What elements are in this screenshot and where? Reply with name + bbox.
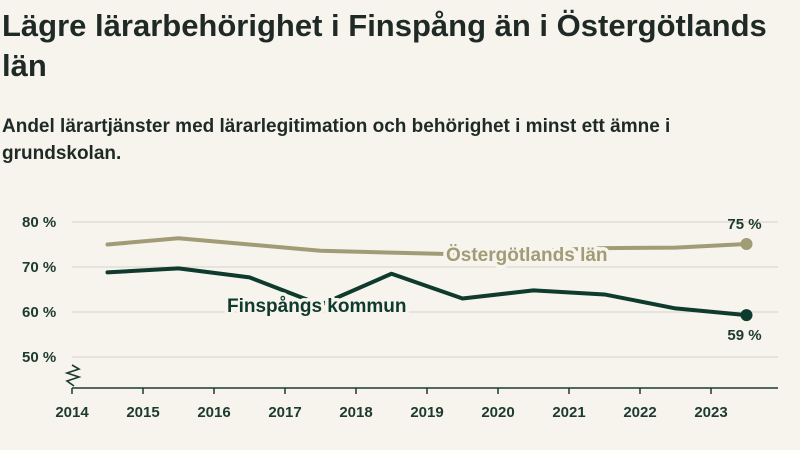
x-tick-label-2020: 2020	[481, 404, 514, 421]
x-tick-label-2017: 2017	[268, 404, 301, 421]
end-value-label-ostergotlands-lan: 75 %	[727, 216, 761, 233]
series-line-finspangs-kommun	[105, 266, 749, 318]
x-tick-label-2019: 2019	[410, 404, 443, 421]
chart-title: Lägre lärarbehörighet i Finspång än i Ös…	[2, 8, 767, 83]
x-tick-label-2015: 2015	[126, 404, 159, 421]
series-label-ostergotlands-lan: Östergötlands län	[446, 245, 608, 266]
end-point-finspangs-kommun	[740, 309, 753, 322]
x-tick-label-2021: 2021	[552, 404, 585, 421]
x-tick-label-2022: 2022	[623, 404, 656, 421]
x-tick-label-2018: 2018	[339, 404, 372, 421]
end-point-ostergotlands-lan	[740, 238, 753, 251]
chart-subtitle: Andel lärartjänster med lärarlegitimatio…	[2, 116, 671, 164]
series-label-finspangs-kommun: Finspångs kommun	[227, 296, 406, 317]
series-line-ostergotlands-lan	[105, 236, 749, 257]
end-value-label-finspangs-kommun: 59 %	[727, 327, 761, 344]
y-tick-label-50: 50 %	[22, 349, 56, 366]
y-tick-label-80: 80 %	[22, 214, 56, 231]
axis-break-icon	[64, 364, 82, 387]
x-tick-label-2016: 2016	[197, 404, 230, 421]
y-tick-label-70: 70 %	[22, 259, 56, 276]
y-tick-label-60: 60 %	[22, 304, 56, 321]
x-tick-label-2023: 2023	[694, 404, 727, 421]
x-tick-label-2014: 2014	[55, 404, 89, 421]
